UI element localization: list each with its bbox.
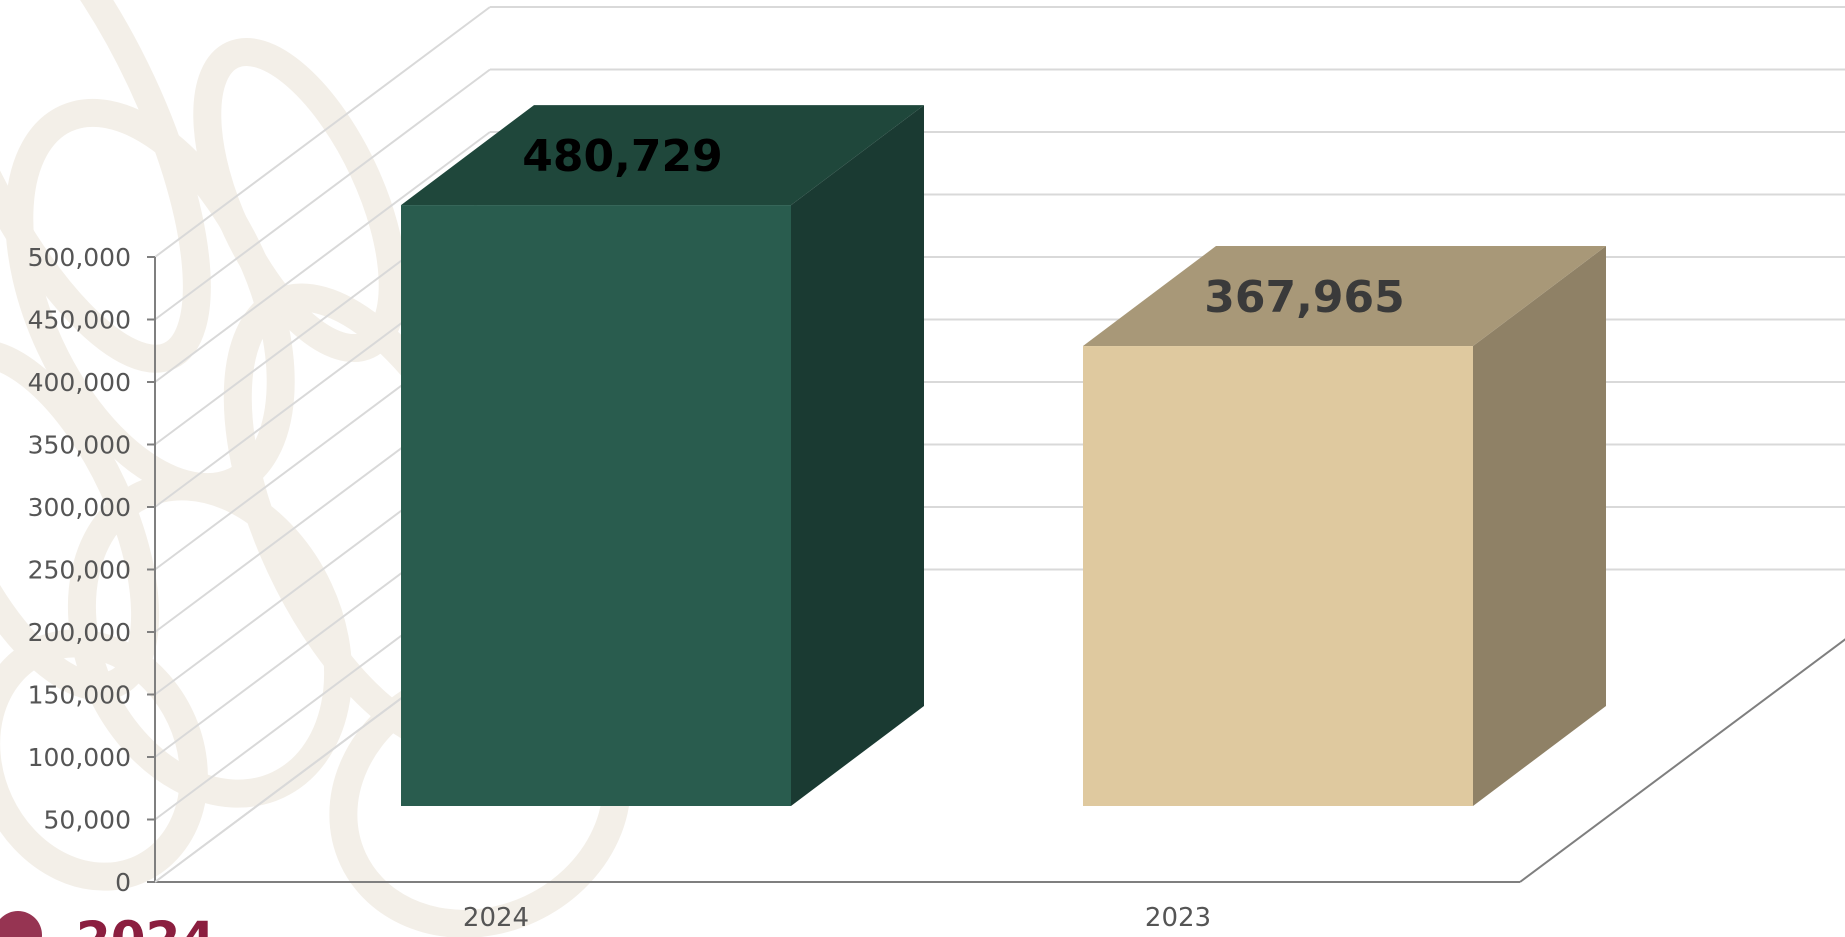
bar-front-face	[401, 205, 791, 806]
background-swirl-0	[0, 0, 211, 373]
y-tick-label: 100,000	[28, 743, 131, 772]
labels: 0 50,000 100,000 150,000 200,000 250,000 300,0…	[28, 131, 1405, 933]
gridline-side-8	[154, 131, 491, 383]
y-tick-label: 200,000	[28, 618, 131, 647]
bar-2024	[401, 105, 924, 807]
gridline-side-10	[154, 6, 491, 258]
x-tick-label: 2024	[463, 903, 529, 933]
axes	[147, 256, 1845, 883]
bar-front-face	[1083, 346, 1473, 806]
logo: 2024	[0, 911, 215, 937]
y-tick-label: 0	[115, 868, 131, 897]
y-tick-label: 350,000	[28, 431, 131, 460]
bar-side-face	[791, 105, 924, 807]
bar-side-face	[1473, 246, 1606, 806]
x-tick-label: 2023	[1145, 903, 1211, 933]
y-tick-label: 300,000	[28, 493, 131, 522]
y-tick-label: 50,000	[44, 806, 131, 835]
background-swirl-5	[193, 38, 407, 362]
bar-2023	[1083, 246, 1606, 806]
y-tick-label: 500,000	[28, 243, 131, 272]
gridline-side-9	[154, 68, 491, 321]
y-tick-label: 400,000	[28, 368, 131, 397]
background-swirl-2	[0, 339, 160, 701]
y-tick-label: 150,000	[28, 681, 131, 710]
bars	[401, 105, 1606, 807]
background-swirl-4	[0, 629, 208, 891]
bar-top-face	[1083, 246, 1606, 347]
y-tick-label: 250,000	[28, 556, 131, 585]
floor-depth-line	[1519, 638, 1845, 883]
bar-top-face	[401, 105, 924, 206]
logo-text: 2024	[76, 911, 215, 937]
y-tick-label: 450,000	[28, 306, 131, 335]
logo-emblem-icon	[0, 911, 42, 937]
data-label: 480,729	[522, 131, 722, 182]
data-label: 367,965	[1204, 272, 1404, 323]
background-swirl-3	[67, 472, 353, 808]
